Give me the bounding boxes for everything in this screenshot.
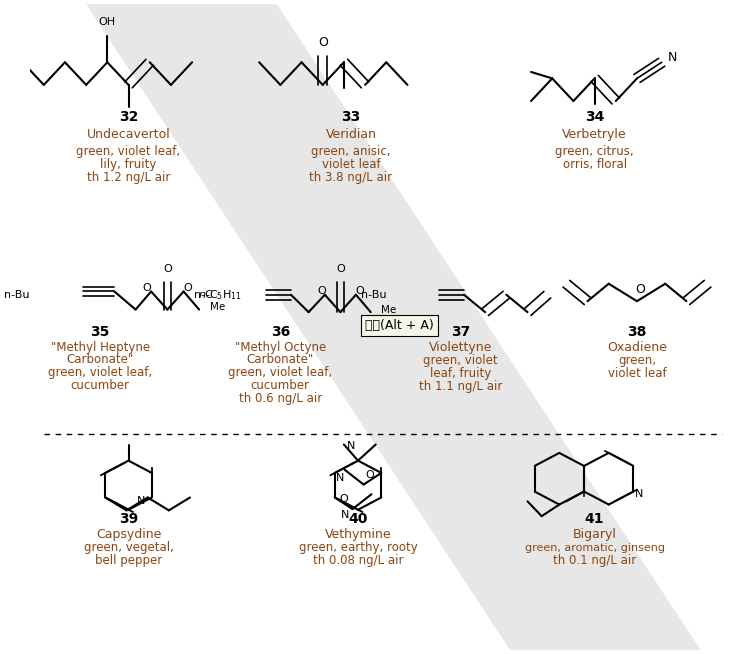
- Text: 40: 40: [349, 512, 368, 526]
- Text: violet leaf: violet leaf: [322, 158, 380, 171]
- Text: th 0.6 ng/L air: th 0.6 ng/L air: [239, 392, 322, 405]
- Text: th 3.8 ng/L air: th 3.8 ng/L air: [309, 171, 392, 184]
- Text: "Methyl Octyne: "Methyl Octyne: [235, 341, 326, 354]
- Text: O: O: [340, 494, 349, 504]
- Text: th 0.08 ng/L air: th 0.08 ng/L air: [313, 554, 403, 567]
- Text: Verbetryle: Verbetryle: [562, 128, 627, 141]
- Text: leaf, fruity: leaf, fruity: [430, 367, 491, 380]
- Text: 34: 34: [585, 110, 605, 124]
- Text: th 1.1 ng/L air: th 1.1 ng/L air: [419, 380, 502, 393]
- Text: O: O: [184, 283, 192, 293]
- Text: O: O: [317, 286, 326, 296]
- Text: N: N: [635, 489, 643, 499]
- Text: O: O: [163, 264, 172, 274]
- Text: O: O: [355, 286, 364, 296]
- Text: green, anisic,: green, anisic,: [312, 145, 391, 158]
- Text: green, vegetal,: green, vegetal,: [84, 542, 173, 555]
- Text: bell pepper: bell pepper: [95, 554, 162, 567]
- Text: green, violet leaf,: green, violet leaf,: [229, 366, 332, 379]
- Text: Capsydine: Capsydine: [96, 528, 161, 542]
- Text: Carbonate": Carbonate": [67, 353, 134, 366]
- Text: Me: Me: [209, 302, 225, 312]
- Text: $n$-C$_5$H$_{11}$: $n$-C$_5$H$_{11}$: [198, 288, 241, 301]
- Text: orris, floral: orris, floral: [562, 158, 627, 171]
- Text: n-Bu: n-Bu: [361, 290, 386, 300]
- Text: O: O: [143, 283, 151, 293]
- Text: 36: 36: [271, 324, 290, 339]
- Text: O: O: [366, 470, 374, 480]
- Text: Oxadiene: Oxadiene: [607, 341, 667, 354]
- Text: Undecavertol: Undecavertol: [87, 128, 170, 141]
- Text: "Methyl Heptyne: "Methyl Heptyne: [51, 341, 149, 354]
- Text: Vethymine: Vethymine: [325, 528, 391, 542]
- Text: 37: 37: [451, 324, 470, 339]
- Text: n-C: n-C: [195, 290, 213, 300]
- Text: lily, fruity: lily, fruity: [101, 158, 157, 171]
- Text: O: O: [336, 264, 345, 274]
- Text: green,: green,: [618, 354, 656, 367]
- Text: Me: Me: [380, 305, 396, 315]
- Text: 41: 41: [585, 512, 605, 526]
- Polygon shape: [86, 4, 701, 650]
- Text: green, aromatic, ginseng: green, aromatic, ginseng: [525, 543, 665, 553]
- Text: green, citrus,: green, citrus,: [555, 145, 634, 158]
- Text: N: N: [347, 441, 355, 451]
- Text: O: O: [317, 37, 328, 50]
- Text: violet leaf: violet leaf: [608, 367, 666, 380]
- Text: 39: 39: [119, 512, 138, 526]
- Text: Carbonate": Carbonate": [246, 353, 314, 366]
- Text: Veridian: Veridian: [326, 128, 377, 141]
- Text: 38: 38: [628, 324, 647, 339]
- Text: N: N: [137, 496, 145, 506]
- Text: cucumber: cucumber: [251, 379, 310, 392]
- Text: 35: 35: [90, 324, 110, 339]
- Text: 33: 33: [341, 110, 360, 124]
- Text: Violettyne: Violettyne: [428, 341, 492, 354]
- Text: cucumber: cucumber: [71, 379, 130, 392]
- Text: O: O: [636, 283, 645, 296]
- Text: N: N: [667, 51, 677, 64]
- Text: Bigaryl: Bigaryl: [573, 528, 616, 542]
- Text: n-Bu: n-Bu: [4, 290, 30, 300]
- Text: th 1.2 ng/L air: th 1.2 ng/L air: [87, 171, 170, 184]
- Text: 截图(Alt + A): 截图(Alt + A): [365, 319, 434, 332]
- Text: OH: OH: [98, 17, 116, 27]
- Text: green, violet: green, violet: [423, 354, 498, 367]
- Text: N: N: [336, 473, 345, 483]
- Text: 32: 32: [119, 110, 138, 124]
- Text: N: N: [341, 510, 349, 520]
- Text: th 0.1 ng/L air: th 0.1 ng/L air: [553, 554, 636, 567]
- Text: green, violet leaf,: green, violet leaf,: [76, 145, 181, 158]
- Text: green, earthy, rooty: green, earthy, rooty: [299, 542, 417, 555]
- Text: green, violet leaf,: green, violet leaf,: [48, 366, 152, 379]
